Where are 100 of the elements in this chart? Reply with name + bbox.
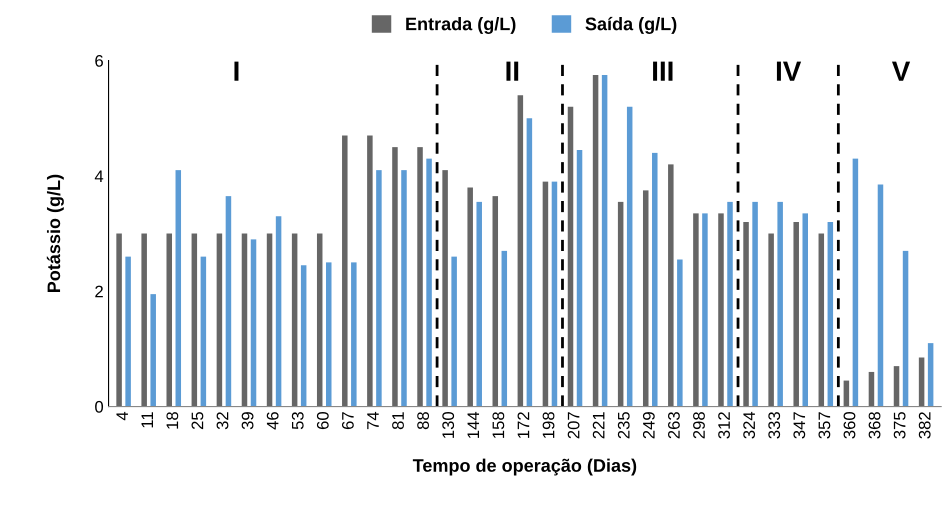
legend-label: Saída (g/L) (585, 16, 676, 34)
bar (918, 358, 924, 407)
bar (125, 256, 131, 407)
bar (752, 202, 758, 407)
annotation: II (506, 62, 518, 81)
bar (768, 234, 774, 407)
bar (242, 234, 248, 407)
x-tick-label: 347 (793, 412, 806, 439)
bar (702, 213, 708, 407)
bar (266, 234, 272, 407)
x-tick-label: 11 (142, 412, 153, 428)
bar (743, 222, 749, 407)
x-tick-label: 144 (468, 412, 480, 438)
x-tick-label: 158 (492, 412, 504, 438)
bar (492, 196, 498, 407)
bar (928, 343, 934, 407)
x-tick-label: 368 (868, 412, 880, 439)
bar (200, 256, 206, 407)
x-tick-label: 298 (693, 412, 705, 438)
bar (802, 213, 808, 407)
x-tick-label: 312 (718, 412, 730, 439)
x-tick-label: 4 (116, 412, 128, 420)
bar (392, 147, 398, 407)
bar (141, 234, 147, 407)
annotation: I (234, 62, 238, 81)
x-tick-label: 81 (392, 412, 404, 430)
x-tick-label: 221 (592, 412, 604, 438)
bar (250, 239, 256, 407)
legend-label: Entrada (g/L) (406, 17, 516, 34)
bar (367, 136, 373, 407)
bar (852, 158, 858, 407)
x-tick-label: 53 (292, 412, 304, 430)
bar (576, 150, 582, 407)
bar (677, 260, 683, 407)
x-tick-label: 382 (918, 412, 931, 439)
bar (652, 152, 658, 407)
bar (868, 372, 874, 407)
x-tick-label: 67 (342, 412, 354, 430)
bar (828, 222, 834, 407)
bar (878, 184, 884, 407)
bar (401, 170, 407, 407)
x-tick-label: 46 (266, 412, 279, 430)
bar (192, 234, 198, 407)
bar (793, 222, 799, 407)
bar (618, 202, 624, 407)
bar (216, 234, 222, 407)
x-tick-label: 360 (844, 412, 856, 439)
annotation: IV (776, 62, 802, 81)
bar (844, 380, 850, 407)
x-tick-label: 88 (417, 412, 430, 430)
y-tick-label: 2 (95, 286, 103, 298)
y-tick-label: 6 (95, 55, 103, 67)
y-tick-label: 0 (95, 400, 104, 413)
bar (693, 213, 699, 407)
x-tick-label: 18 (166, 412, 178, 429)
bar (518, 95, 524, 407)
bar (326, 262, 332, 407)
x-tick-label: 357 (818, 412, 830, 439)
annotation: III (653, 62, 673, 81)
annotation: V (892, 62, 910, 81)
y-axis-title: Potássio (g/L) (46, 174, 64, 292)
bar (292, 234, 298, 407)
bar (417, 147, 423, 407)
bar (626, 106, 632, 407)
bar (376, 170, 382, 407)
bar (342, 136, 348, 407)
bar (502, 250, 508, 407)
bar (568, 106, 574, 407)
bar (668, 164, 674, 407)
bar (552, 182, 558, 407)
x-tick-label: 324 (743, 412, 756, 439)
x-tick-label: 198 (542, 412, 554, 438)
bar (602, 75, 608, 407)
bar (276, 216, 282, 407)
bar (426, 158, 432, 407)
x-tick-label: 25 (192, 412, 204, 430)
x-tick-label: 207 (568, 412, 580, 438)
bar (300, 265, 306, 407)
bar (902, 250, 908, 407)
bar (150, 294, 156, 407)
bar (777, 202, 783, 407)
x-tick-label: 249 (642, 412, 655, 438)
bar (176, 170, 182, 407)
bar (818, 234, 824, 407)
y-tick-label: 4 (94, 170, 104, 182)
x-axis-title: Tempo de operação (Dias) (412, 458, 636, 476)
bar (166, 234, 172, 407)
bar (542, 182, 548, 407)
x-tick-label: 263 (668, 412, 680, 438)
bar (226, 196, 232, 407)
bar (642, 190, 648, 407)
bar (451, 256, 457, 407)
bar (894, 366, 900, 407)
x-tick-label: 375 (894, 412, 906, 439)
bar (116, 234, 122, 407)
bar (351, 262, 357, 407)
x-tick-label: 333 (768, 412, 780, 439)
bar (442, 170, 448, 407)
bar (727, 202, 733, 407)
x-tick-label: 235 (618, 412, 630, 438)
